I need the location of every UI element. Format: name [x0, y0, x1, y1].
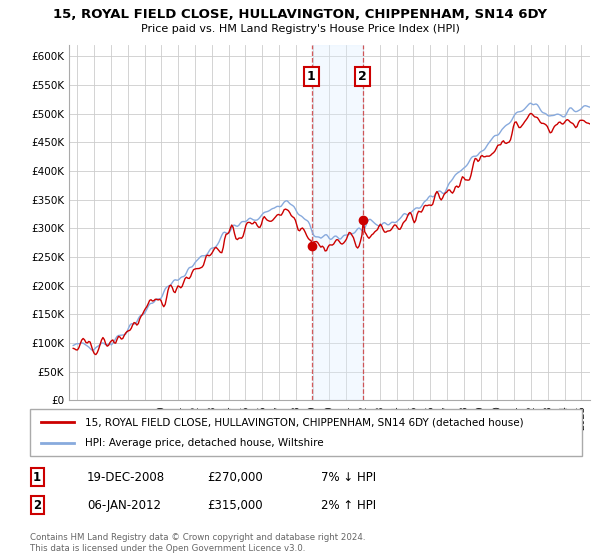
Text: 1: 1: [33, 470, 41, 484]
Text: Contains HM Land Registry data © Crown copyright and database right 2024.
This d: Contains HM Land Registry data © Crown c…: [30, 533, 365, 553]
FancyBboxPatch shape: [30, 409, 582, 456]
Text: 2: 2: [33, 498, 41, 512]
Text: Price paid vs. HM Land Registry's House Price Index (HPI): Price paid vs. HM Land Registry's House …: [140, 24, 460, 34]
Bar: [312, 45, 364, 400]
Text: 06-JAN-2012: 06-JAN-2012: [87, 498, 161, 512]
Text: 19-DEC-2008: 19-DEC-2008: [87, 470, 165, 484]
Text: 2% ↑ HPI: 2% ↑ HPI: [321, 498, 376, 512]
Text: 1: 1: [307, 71, 316, 83]
Text: 2: 2: [358, 71, 367, 83]
Text: HPI: Average price, detached house, Wiltshire: HPI: Average price, detached house, Wilt…: [85, 438, 324, 448]
Text: 7% ↓ HPI: 7% ↓ HPI: [321, 470, 376, 484]
Text: £315,000: £315,000: [207, 498, 263, 512]
Text: 15, ROYAL FIELD CLOSE, HULLAVINGTON, CHIPPENHAM, SN14 6DY (detached house): 15, ROYAL FIELD CLOSE, HULLAVINGTON, CHI…: [85, 417, 524, 427]
Text: 15, ROYAL FIELD CLOSE, HULLAVINGTON, CHIPPENHAM, SN14 6DY: 15, ROYAL FIELD CLOSE, HULLAVINGTON, CHI…: [53, 8, 547, 21]
Text: £270,000: £270,000: [207, 470, 263, 484]
